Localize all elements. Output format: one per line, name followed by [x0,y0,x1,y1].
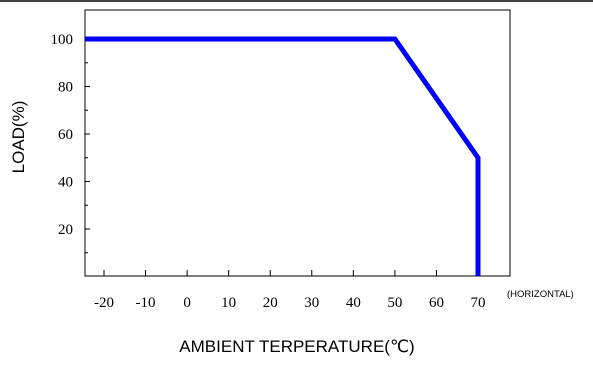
y-tick-label: 40 [58,175,73,191]
x-axis-label: AMBIENT TERPERATURE(℃) [179,337,414,356]
series-layer [85,36,481,276]
derating-curve [85,36,481,276]
x-axis-ticks: -20 -10 0 10 20 30 40 50 60 70 [94,270,486,311]
orientation-note: (HORIZONTAL) [507,289,574,300]
y-tick-label: 60 [58,127,73,143]
x-tick-label: -20 [94,295,114,311]
x-tick-label: 70 [471,295,486,311]
x-tick-label: 0 [183,295,191,311]
x-tick-label: 20 [263,295,278,311]
x-tick-label: 40 [346,295,361,311]
x-tick-label: 30 [304,295,319,311]
y-tick-label: 20 [58,222,73,238]
y-axis-label: LOAD(%) [9,101,28,174]
x-tick-label: 10 [221,295,236,311]
x-tick-label: 50 [387,295,402,311]
x-tick-label: 60 [429,295,444,311]
plot-frame [84,9,511,277]
y-axis-ticks: 20 40 60 80 100 [51,32,90,254]
x-tick-label: -10 [136,295,156,311]
y-tick-label: 80 [58,80,73,96]
y-tick-label: 100 [51,32,74,48]
